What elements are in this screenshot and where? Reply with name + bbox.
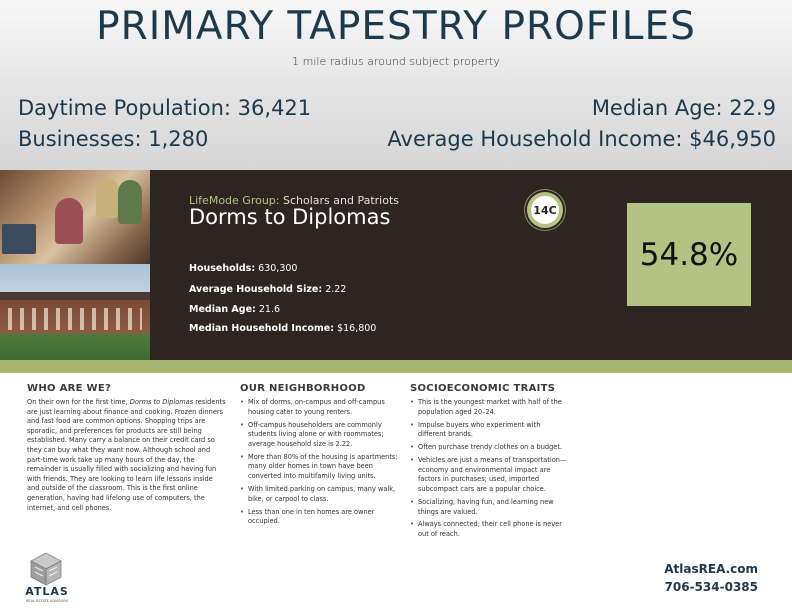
- fact-label: Median Age:: [189, 304, 256, 315]
- logo-name: ATLAS: [25, 585, 69, 598]
- list-item: Often purchase trendy clothes on a budge…: [410, 443, 570, 453]
- median-age-stat: Median Age: 22.9: [591, 96, 776, 120]
- dormitory-photo: [0, 264, 150, 360]
- who-are-we-text: On their own for the first time, Dorms t…: [27, 398, 227, 513]
- list-item: Mix of dorms, on-campus and off-campus h…: [240, 398, 400, 417]
- list-item: With limited parking on campus, many wal…: [240, 485, 400, 504]
- list-item: This is the youngest market with half of…: [410, 398, 570, 417]
- segment-name: Dorms to Diplomas: [189, 205, 391, 229]
- text-italic: Dorms to Diplomas: [129, 398, 194, 406]
- phone-number[interactable]: 706-534-0385: [664, 580, 758, 594]
- fact-value: 21.6: [258, 304, 281, 315]
- list-item: Off-campus householders are commonly stu…: [240, 421, 400, 450]
- fact-median-income: Median Household Income: $16,800: [189, 323, 376, 334]
- header-banner: [0, 0, 792, 170]
- list-item: Always connected; their cell phone is ne…: [410, 520, 570, 539]
- divider-bar: [0, 360, 792, 373]
- neighborhood-list: Mix of dorms, on-campus and off-campus h…: [240, 398, 400, 527]
- list-item: More than 80% of the housing is apartmen…: [240, 453, 400, 482]
- lifemode-group: LifeMode Group: Scholars and Patriots: [189, 194, 399, 207]
- segment-code-badge: 14C: [527, 192, 563, 228]
- section-heading: SOCIOECONOMIC TRAITS: [410, 383, 556, 394]
- cube-logo-icon: [30, 552, 62, 586]
- who-are-we-section: WHO ARE WE? On their own for the first t…: [27, 383, 227, 513]
- lifemode-value: Scholars and Patriots: [283, 194, 400, 207]
- lifemode-label: LifeMode Group:: [189, 194, 280, 207]
- fact-household-size: Average Household Size: 2.22: [189, 284, 346, 295]
- list-item: Vehicles are just a means of transportat…: [410, 456, 570, 494]
- fact-value: 2.22: [325, 284, 347, 295]
- text-part: residents are just learning about financ…: [27, 398, 226, 512]
- household-income-stat: Average Household Income: $46,950: [387, 127, 776, 151]
- fact-label: Median Household Income:: [189, 323, 335, 334]
- section-heading: OUR NEIGHBORHOOD: [240, 383, 366, 394]
- list-item: Socializing, having fun, and learning ne…: [410, 498, 570, 517]
- students-photo: [0, 170, 150, 264]
- fact-households: Households: 630,300: [189, 263, 297, 274]
- fact-label: Average Household Size:: [189, 284, 323, 295]
- section-heading: WHO ARE WE?: [27, 383, 112, 394]
- page-title: PRIMARY TAPESTRY PROFILES: [96, 4, 696, 49]
- socioeconomic-list: This is the youngest market with half of…: [410, 398, 570, 540]
- socioeconomic-section: SOCIOECONOMIC TRAITS This is the younges…: [410, 383, 570, 543]
- logo-tagline: REAL ESTATE ADVISORS: [25, 599, 69, 603]
- list-item: Less than one in ten homes are owner occ…: [240, 508, 400, 527]
- segment-percent: 54.8%: [627, 203, 751, 306]
- list-item: Impulse buyers who experiment with diffe…: [410, 421, 570, 440]
- neighborhood-section: OUR NEIGHBORHOOD Mix of dorms, on-campus…: [240, 383, 400, 530]
- fact-label: Households:: [189, 263, 256, 274]
- fact-median-age: Median Age: 21.6: [189, 304, 280, 315]
- website-link[interactable]: AtlasREA.com: [664, 562, 758, 576]
- fact-value: 630,300: [258, 263, 298, 274]
- daytime-population-stat: Daytime Population: 36,421: [18, 96, 312, 120]
- text-part: On their own for the first time,: [27, 398, 130, 406]
- fact-value: $16,800: [337, 323, 377, 334]
- atlas-logo: ATLAS REAL ESTATE ADVISORS: [20, 552, 74, 606]
- page-subtitle: 1 mile radius around subject property: [292, 55, 500, 68]
- businesses-stat: Businesses: 1,280: [18, 127, 209, 151]
